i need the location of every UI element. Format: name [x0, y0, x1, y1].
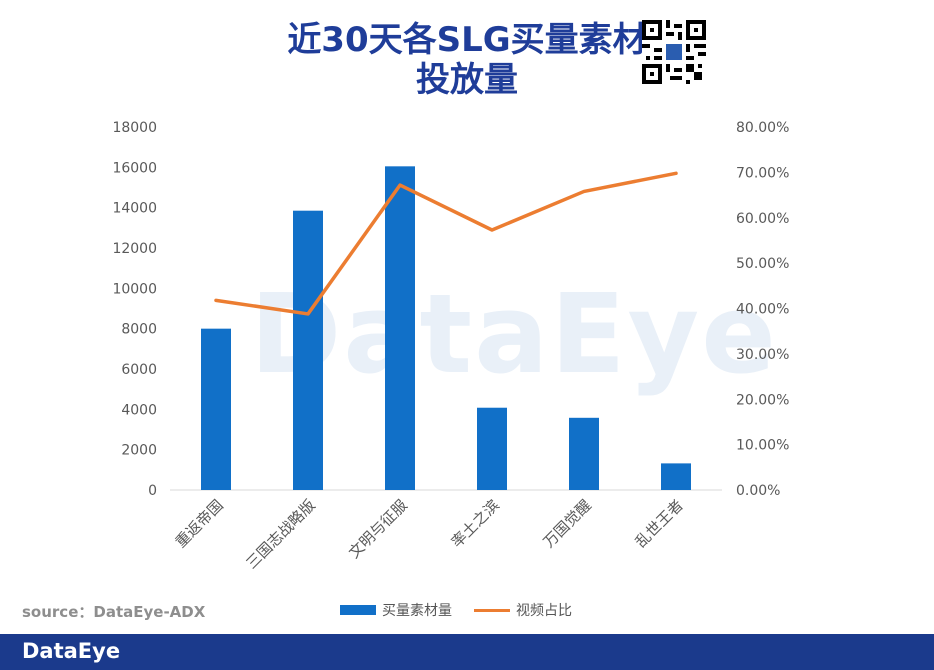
y-left-tick-label: 18000 [112, 120, 157, 136]
bar [661, 463, 691, 490]
x-category-label: 率土之滨 [448, 496, 503, 551]
y-left-tick-label: 0 [148, 483, 157, 499]
x-category-label: 乱世王者 [632, 496, 687, 551]
legend-line-swatch [474, 608, 510, 612]
y-left-tick-label: 10000 [112, 281, 157, 297]
line-series-video-share [214, 171, 678, 316]
x-category-label: 三国志战略版 [242, 496, 318, 572]
chart-title-line2: 投放量 [416, 60, 518, 100]
y-left-tick-label: 8000 [121, 322, 157, 338]
bar [569, 417, 599, 490]
chart-title: 近30天各SLG买量素材 投放量 [0, 20, 934, 100]
legend-bar-swatch [340, 605, 376, 615]
y-left-tick-label: 4000 [121, 402, 157, 418]
bar [477, 407, 507, 490]
source-note: source：DataEye-ADX [22, 603, 206, 621]
y-right-tick-label: 0.00% [736, 483, 780, 499]
bar [201, 328, 231, 490]
x-category-label: 万国觉醒 [540, 496, 595, 551]
qr-code-icon [642, 20, 706, 84]
legend-label-bar: 买量素材量 [382, 603, 452, 619]
y-right-tick-label: 20.00% [736, 392, 789, 408]
y-left-tick-label: 2000 [121, 443, 157, 459]
y-right-tick-label: 10.00% [736, 438, 789, 454]
footer-bar: DataEye [0, 634, 934, 670]
bar [385, 166, 415, 490]
chart-legend: 买量素材量 视频占比 [340, 600, 572, 620]
y-left-tick-label: 16000 [112, 160, 157, 176]
y-right-tick-label: 50.00% [736, 256, 789, 272]
y-right-tick-label: 30.00% [736, 347, 789, 363]
x-category-label: 重返帝国 [172, 496, 227, 551]
y-left-tick-label: 14000 [112, 201, 157, 217]
watermark: DataEye [250, 270, 778, 398]
x-category-label: 文明与征服 [345, 496, 411, 562]
combo-chart: 0 2000 4000 6000 8000 10000 12000 14000 16000 180… [112, 120, 789, 572]
y-left-tick-label: 6000 [121, 362, 157, 378]
bar [293, 210, 323, 491]
y-left-tick-label: 12000 [112, 241, 157, 257]
y-right-tick-label: 40.00% [736, 302, 789, 318]
legend-label-line: 视频占比 [516, 603, 572, 619]
y-right-tick-label: 70.00% [736, 165, 789, 181]
y-right-tick-label: 60.00% [736, 211, 789, 227]
chart-title-line1: 近30天各SLG买量素材 [287, 20, 647, 60]
footer-brand-logo: DataEye [22, 639, 121, 663]
y-right-tick-label: 80.00% [736, 120, 789, 136]
